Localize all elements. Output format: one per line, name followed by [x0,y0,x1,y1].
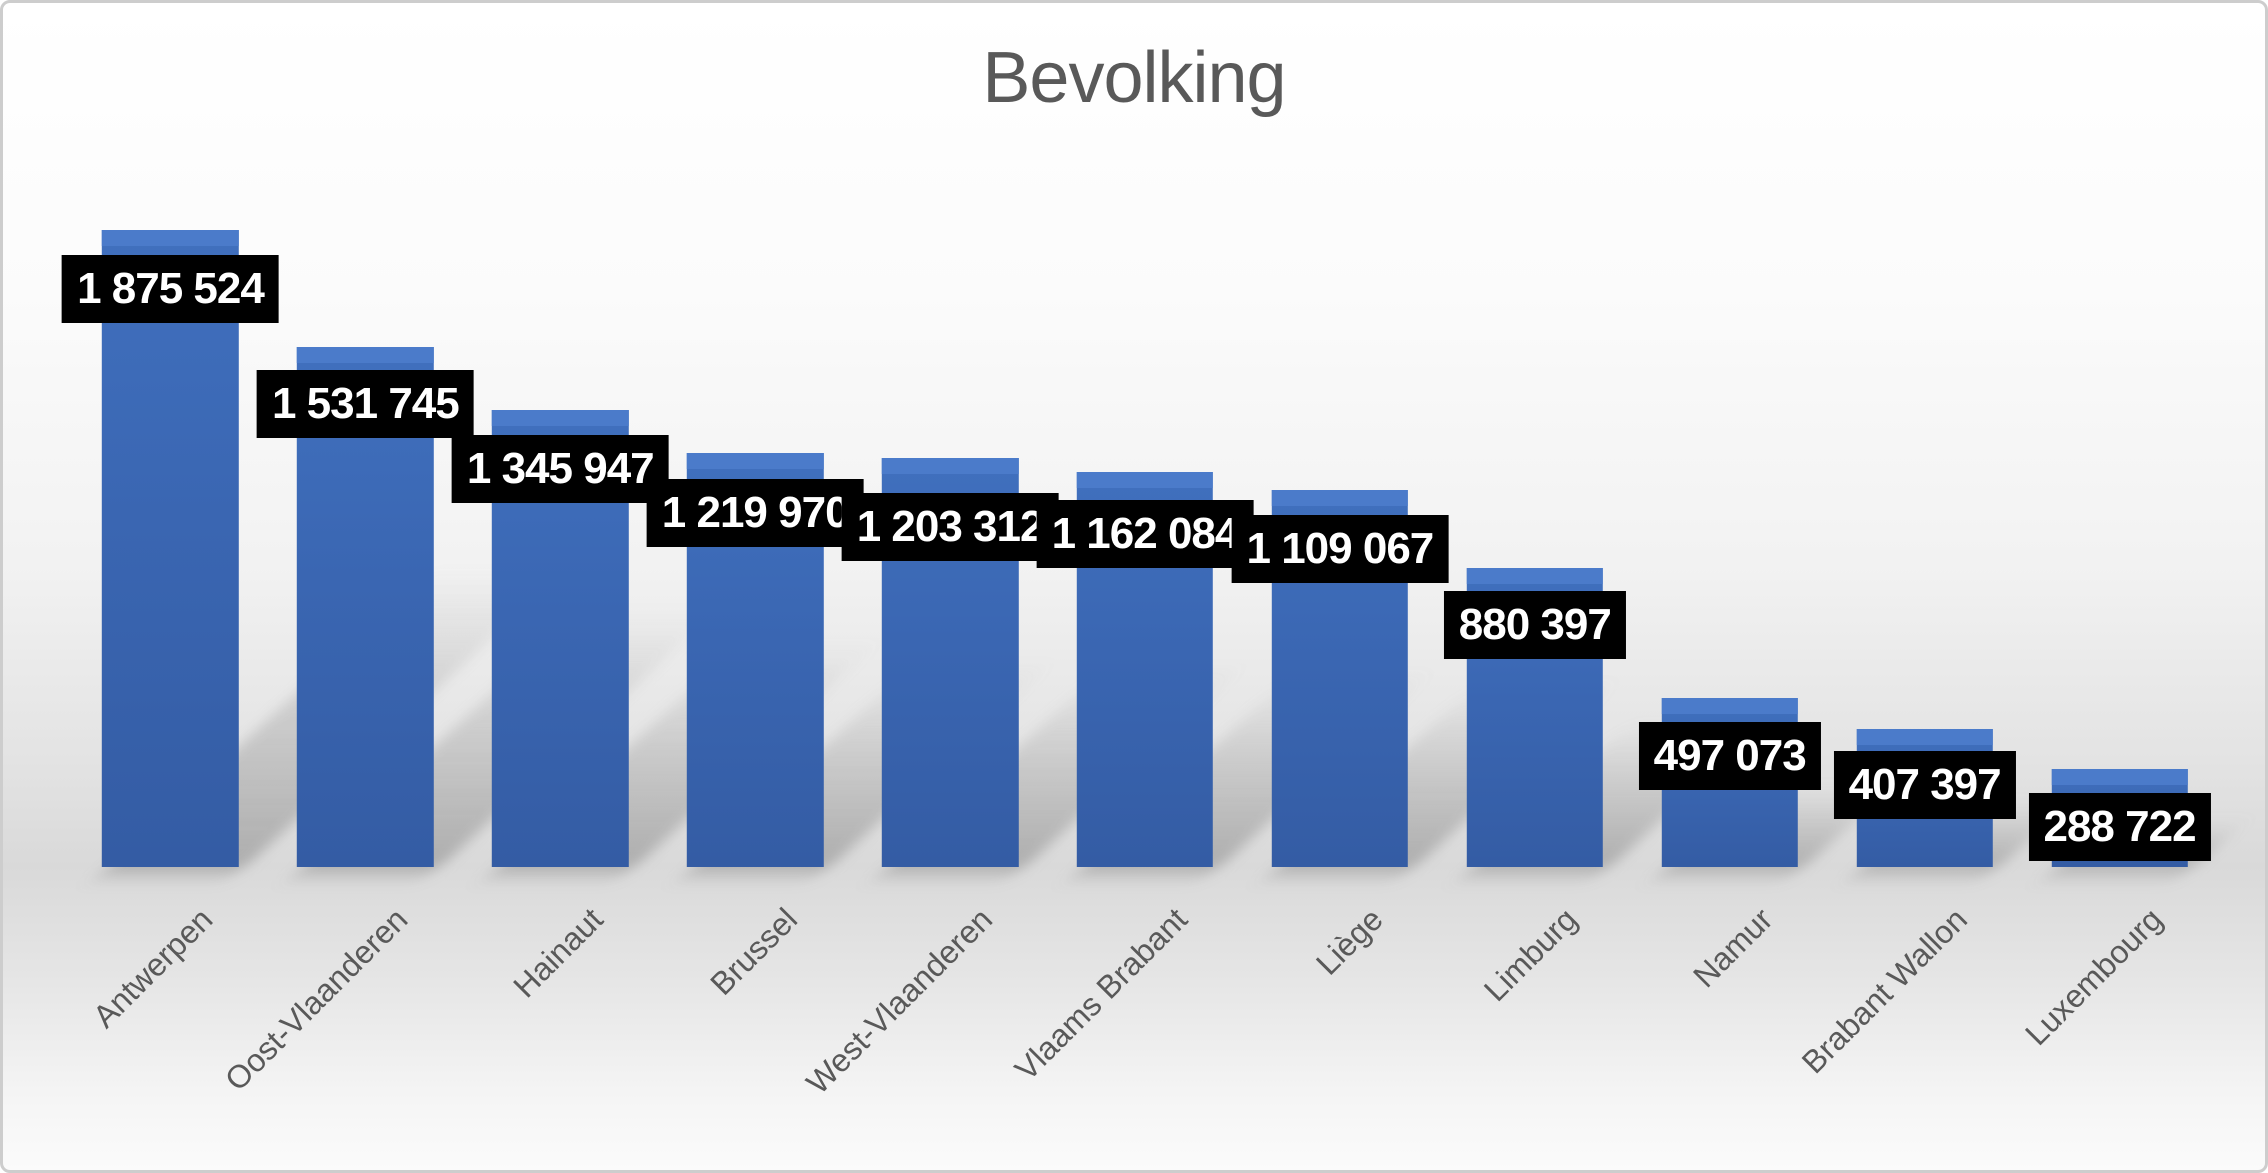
x-axis-label-antwerpen: Antwerpen [86,901,220,1035]
bar-top-face [297,347,434,363]
bar-column-luxembourg: 288 722 Luxembourg [2018,3,2246,1170]
bar-column-namur: 497 073 Namur [1632,3,1898,1170]
data-label-namur: 497 073 [1638,722,1821,790]
x-axis-label-namur: Namur [1685,901,1780,995]
bar-column-limburg: 880 397 Limburg [1437,3,1779,1170]
bar-top-face [1466,568,1604,584]
bar-antwerpen[interactable] [102,230,239,867]
bar-column-vlaams-brabant: 1 162 084 Vlaams Brabant [1008,3,1446,1170]
bar-top-face [881,458,1019,474]
x-axis-label-hainaut: Hainaut [506,901,610,1005]
data-label-luxembourg: 288 722 [2028,793,2211,861]
bar-column-oost-vlaanderen: 1 531 745 Oost-Vlaanderen [218,3,741,1170]
x-axis-label-luxembourg: Luxembourg [2017,901,2169,1053]
data-label-west-vlaanderen: 1 203 312 [841,493,1059,561]
bar-column-brabant-wallon: 407 397 Brabant Wallon [1795,3,2075,1170]
bar-column-antwerpen: 1 875 524 Antwerpen [62,3,593,1170]
bar-column-hainaut: 1 345 947 Hainaut [451,3,898,1170]
data-label-brabant-wallon: 407 397 [1833,751,2016,819]
bar-top-face [1271,490,1409,506]
bar-column-west-vlaanderen: 1 203 312 West-Vlaanderen [800,3,1260,1170]
bar-column-brussel: 1 219 970 Brussel [646,3,1068,1170]
bar-column-liege: 1 109 067 Liège [1231,3,1631,1170]
data-label-limburg: 880 397 [1443,591,1626,659]
bar-top-face [1856,729,1993,745]
data-label-antwerpen: 1 875 524 [62,255,279,323]
x-axis-label-liege: Liège [1308,901,1390,982]
data-label-hainaut: 1 345 947 [451,435,669,503]
bar-top-face [102,230,239,246]
data-label-brussel: 1 219 970 [646,479,864,547]
bar-top-face [492,410,629,426]
bar-top-face [686,453,824,469]
data-label-vlaams-brabant: 1 162 084 [1036,500,1254,568]
chart-title: Bevolking [982,38,1286,118]
x-axis-label-limburg: Limburg [1477,901,1585,1009]
bar-top-face [1661,698,1798,714]
data-label-liege: 1 109 067 [1231,515,1449,583]
plot-area: 1 875 524 Antwerpen 1 531 745 Oost-Vlaander… [62,3,2246,1170]
x-axis-label-brussel: Brussel [703,901,805,1002]
data-label-oost-vlaanderen: 1 531 745 [256,370,474,438]
bar-top-face [1076,472,1214,488]
bar-top-face [2051,769,2188,785]
